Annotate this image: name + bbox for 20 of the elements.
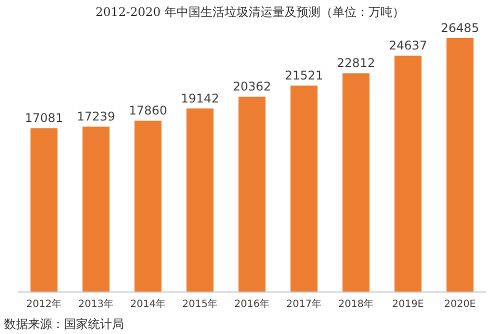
data-label: 17860 — [128, 104, 168, 118]
x-tick-label: 2016年 — [234, 298, 270, 310]
data-label: 26485 — [440, 21, 480, 35]
data-label: 21521 — [284, 68, 324, 83]
x-tick-label: 2018年 — [338, 298, 374, 310]
x-tick-label: 2015年 — [182, 298, 218, 310]
x-tick-label: 2020E — [444, 299, 476, 310]
data-label: 20362 — [232, 80, 272, 94]
x-tick-label: 2013年 — [78, 298, 114, 310]
data-label: 17239 — [76, 110, 116, 124]
x-tick-label: 2012年 — [26, 298, 62, 310]
source-note: 数据来源：国家统计局 — [4, 317, 124, 331]
x-tick-label: 2017年 — [286, 298, 322, 310]
data-label: 24637 — [388, 38, 428, 53]
data-label: 17081 — [24, 111, 64, 126]
x-tick-label: 2014年 — [130, 298, 166, 310]
chart-title: 2012-2020 年中国生活垃圾清运量及预测（单位：万吨） — [96, 5, 404, 19]
x-tick-label: 2019E — [392, 299, 424, 310]
data-label: 19142 — [180, 91, 220, 106]
data-label: 22812 — [336, 56, 376, 70]
